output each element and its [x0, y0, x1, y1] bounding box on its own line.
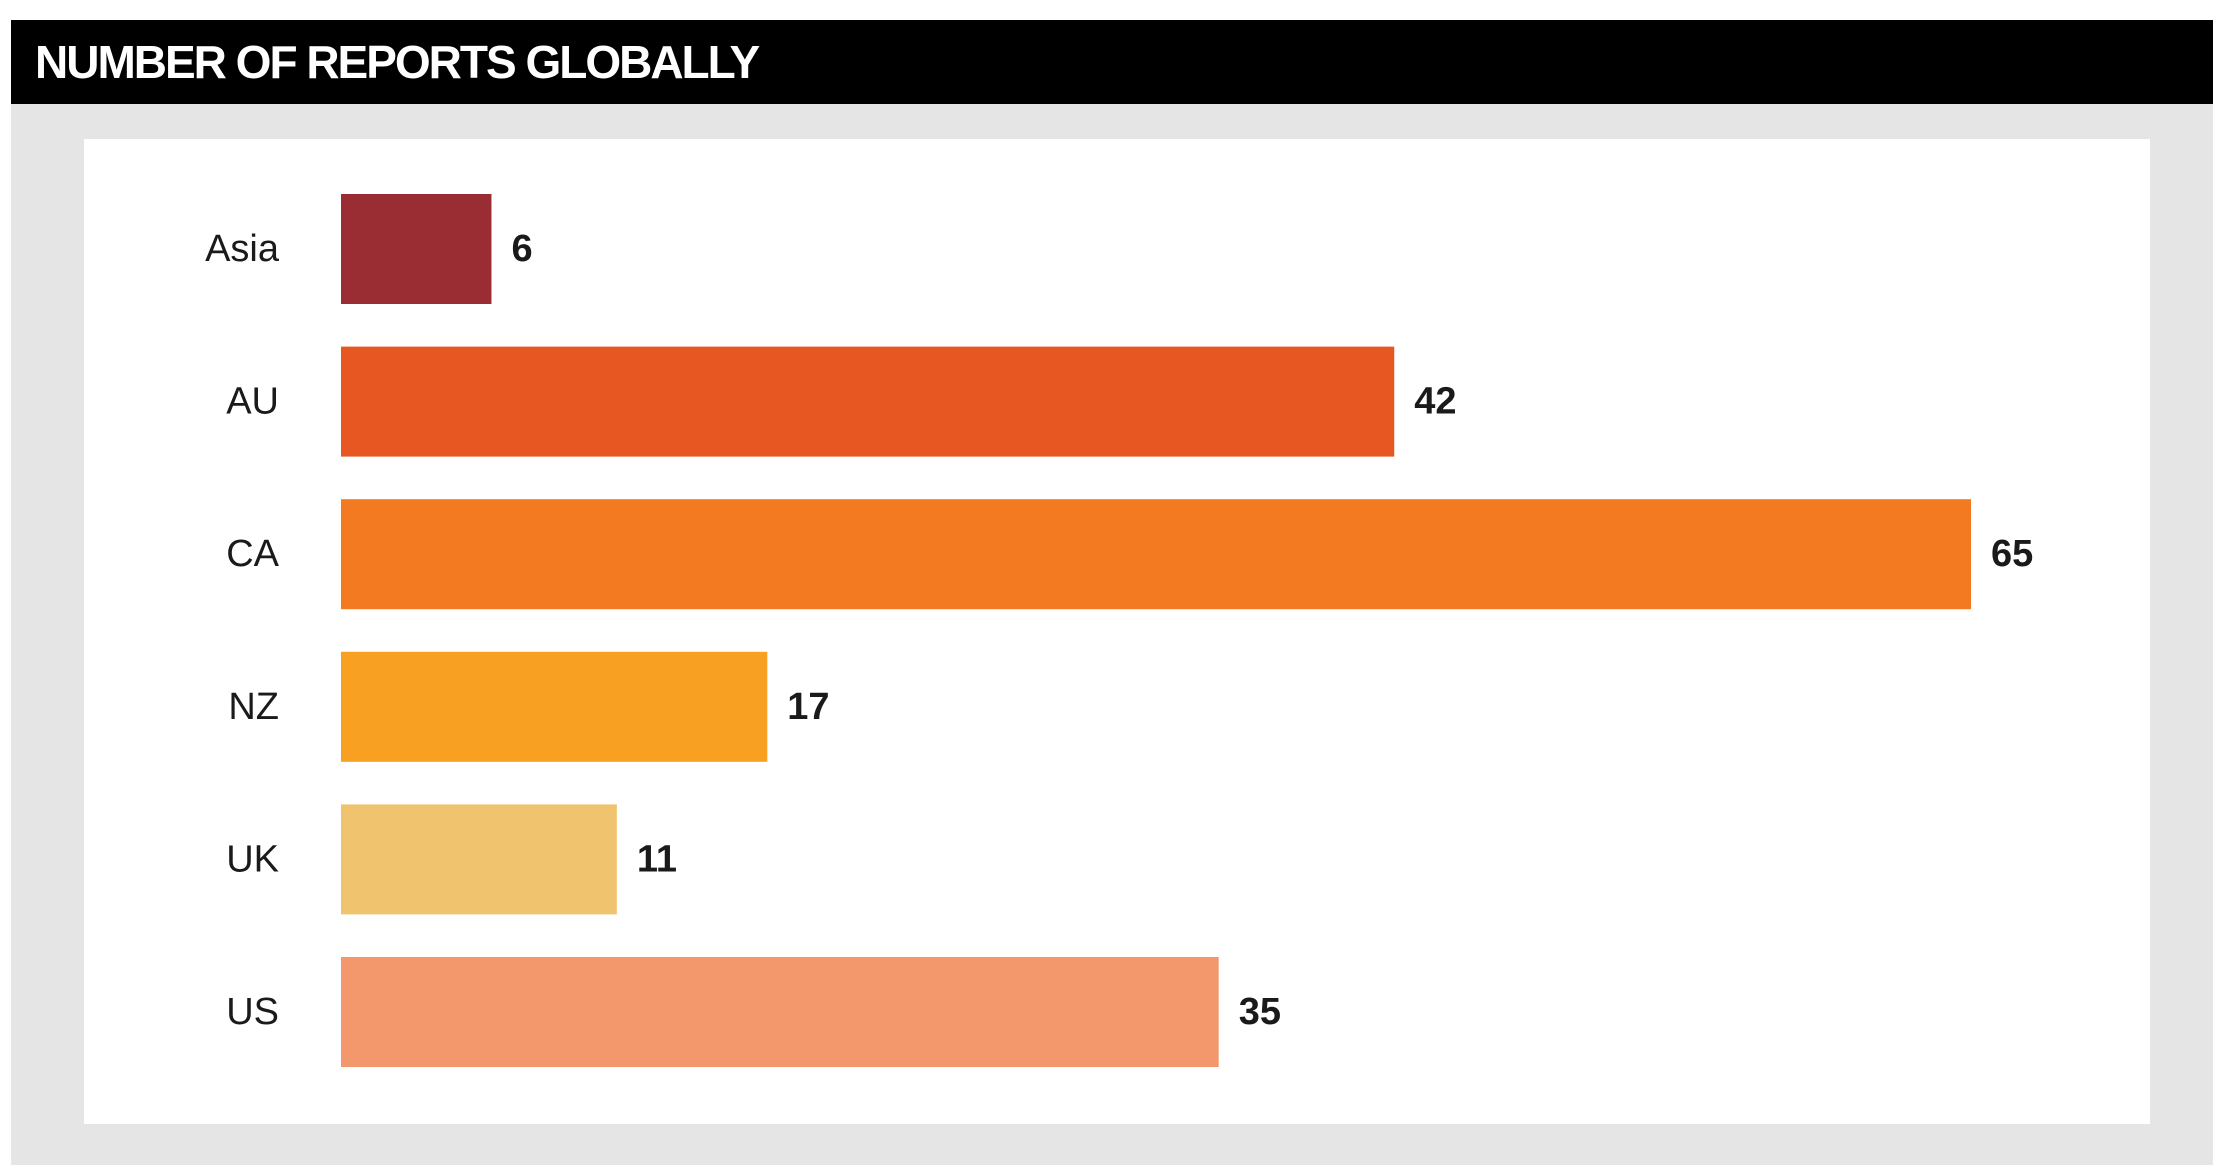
bar-ca: [341, 499, 1971, 610]
category-label-au: AU: [226, 381, 279, 423]
category-label-nz: NZ: [228, 686, 279, 728]
bar-au: [341, 346, 1395, 457]
category-label-asia: Asia: [205, 228, 280, 270]
category-label-ca: CA: [226, 533, 279, 575]
value-label-asia: 6: [511, 228, 532, 270]
value-label-us: 35: [1239, 991, 1281, 1033]
value-label-nz: 17: [787, 686, 829, 728]
bar-uk: [341, 804, 617, 915]
value-label-uk: 11: [637, 838, 677, 880]
category-label-us: US: [226, 991, 279, 1033]
bar-asia: [341, 194, 492, 304]
chart-title: NUMBER OF REPORTS GLOBALLY: [35, 36, 760, 88]
category-label-uk: UK: [226, 838, 279, 880]
chart-title-bar: NUMBER OF REPORTS GLOBALLY: [11, 20, 2213, 104]
value-label-au: 42: [1414, 381, 1456, 423]
bar-nz: [341, 651, 768, 762]
value-label-ca: 65: [1991, 533, 2033, 575]
bar-us: [341, 957, 1219, 1067]
